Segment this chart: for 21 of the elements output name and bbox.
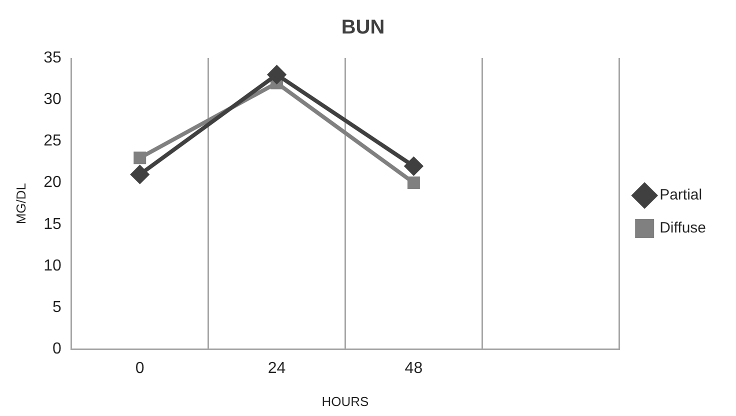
- y-tick-label: 5: [52, 299, 62, 316]
- x-tick-label: 48: [404, 360, 423, 378]
- point: [134, 152, 146, 164]
- point: [407, 176, 420, 190]
- x-tick-label: 0: [135, 360, 144, 378]
- y-tick-label: 30: [44, 91, 62, 108]
- y-tick-label: 35: [44, 49, 62, 66]
- point: [404, 157, 423, 176]
- y-tick-label: 20: [44, 174, 62, 192]
- legend-label: Diffuse: [660, 220, 706, 237]
- x-tick-label: 24: [268, 360, 286, 378]
- point: [268, 66, 286, 84]
- y-tick-label: 10: [44, 257, 62, 274]
- y-tick-label: 15: [44, 216, 62, 233]
- chart-title: BUN: [341, 16, 385, 39]
- point: [130, 165, 149, 184]
- y-tick-label: 25: [44, 132, 62, 150]
- y-axis-title: MG/DL: [13, 183, 28, 224]
- legend-label: Partial: [660, 186, 702, 204]
- x-axis-title: HOURS: [322, 394, 370, 409]
- y-tick-label: 0: [52, 340, 62, 358]
